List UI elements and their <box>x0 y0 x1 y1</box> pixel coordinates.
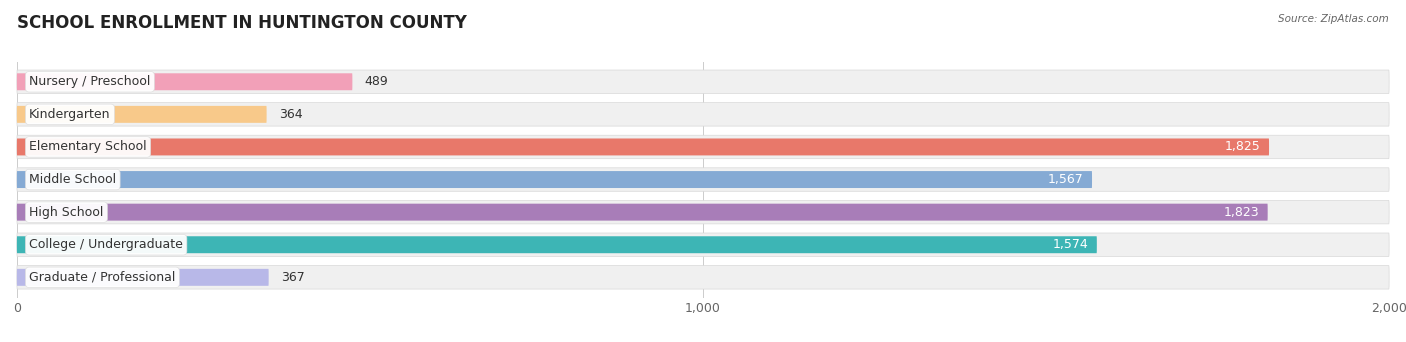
Text: Middle School: Middle School <box>30 173 117 186</box>
FancyBboxPatch shape <box>17 171 1092 188</box>
Text: Nursery / Preschool: Nursery / Preschool <box>30 75 150 88</box>
Text: 367: 367 <box>281 271 305 284</box>
FancyBboxPatch shape <box>17 266 1389 289</box>
FancyBboxPatch shape <box>17 106 267 123</box>
Text: High School: High School <box>30 206 104 219</box>
Text: Elementary School: Elementary School <box>30 141 146 154</box>
FancyBboxPatch shape <box>17 139 1270 155</box>
Text: 1,567: 1,567 <box>1047 173 1084 186</box>
FancyBboxPatch shape <box>17 70 1389 93</box>
FancyBboxPatch shape <box>17 135 1389 159</box>
Text: Graduate / Professional: Graduate / Professional <box>30 271 176 284</box>
FancyBboxPatch shape <box>17 168 1389 191</box>
Text: Kindergarten: Kindergarten <box>30 108 111 121</box>
FancyBboxPatch shape <box>17 103 1389 126</box>
Text: Source: ZipAtlas.com: Source: ZipAtlas.com <box>1278 14 1389 24</box>
FancyBboxPatch shape <box>17 233 1389 256</box>
FancyBboxPatch shape <box>17 236 1097 253</box>
FancyBboxPatch shape <box>17 200 1389 224</box>
Text: College / Undergraduate: College / Undergraduate <box>30 238 183 251</box>
Text: SCHOOL ENROLLMENT IN HUNTINGTON COUNTY: SCHOOL ENROLLMENT IN HUNTINGTON COUNTY <box>17 14 467 32</box>
FancyBboxPatch shape <box>17 204 1268 221</box>
FancyBboxPatch shape <box>17 73 353 90</box>
Text: 364: 364 <box>278 108 302 121</box>
Text: 489: 489 <box>364 75 388 88</box>
Text: 1,825: 1,825 <box>1225 141 1261 154</box>
Text: 1,574: 1,574 <box>1053 238 1088 251</box>
Text: 1,823: 1,823 <box>1223 206 1260 219</box>
FancyBboxPatch shape <box>17 269 269 286</box>
